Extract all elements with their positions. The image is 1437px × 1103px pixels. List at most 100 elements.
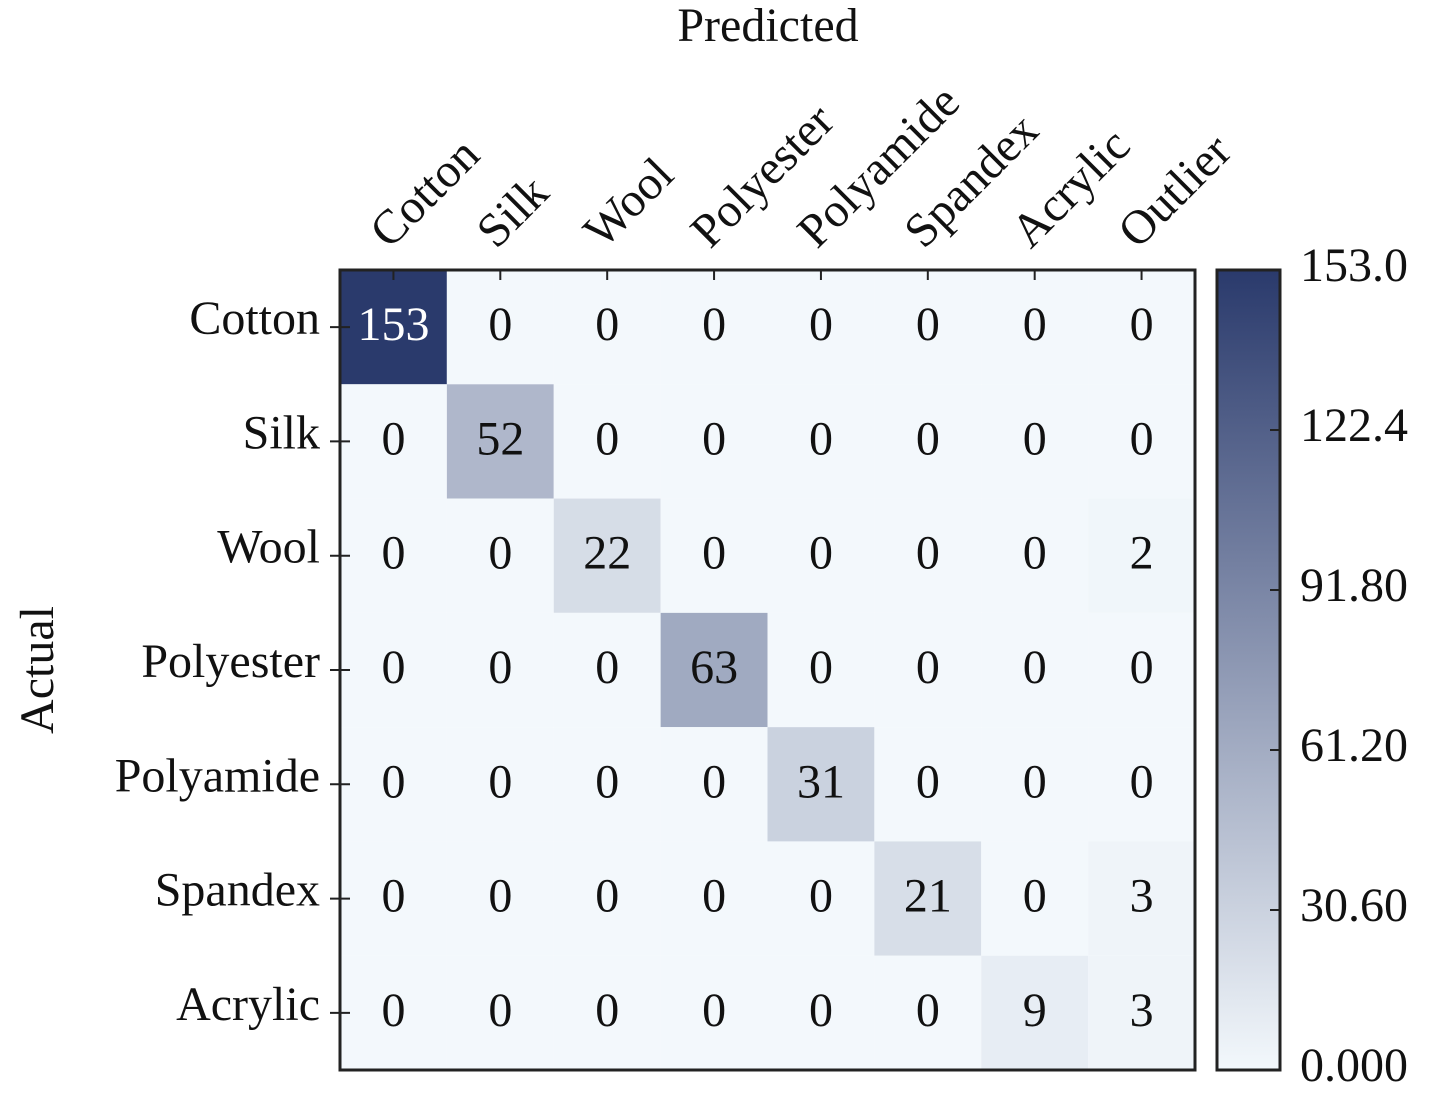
cell-label: 0	[1023, 641, 1047, 694]
heatmap-cell	[660, 498, 768, 613]
cell-label: 0	[381, 755, 405, 808]
cell-label: 0	[916, 412, 940, 465]
y-tick-label: Polyamide	[115, 749, 320, 802]
cell-label: 0	[1130, 641, 1154, 694]
cell-label: 0	[381, 870, 405, 923]
cell-label: 0	[1023, 412, 1047, 465]
heatmap-cell	[340, 270, 447, 385]
heatmap-cell	[981, 955, 1089, 1070]
cell-label: 3	[1130, 984, 1154, 1037]
heatmap-cell	[340, 841, 447, 956]
cell-label: 0	[488, 641, 512, 694]
heatmap-cell	[446, 955, 554, 1070]
heatmap-cell	[767, 612, 875, 728]
cell-label: 0	[488, 298, 512, 351]
cell-label: 0	[809, 298, 833, 351]
cell-label: 0	[595, 412, 619, 465]
cell-label: 0	[1023, 298, 1047, 351]
cell-label: 0	[702, 412, 726, 465]
heatmap-cell	[553, 270, 661, 385]
cell-label: 0	[488, 755, 512, 808]
cell-label: 0	[916, 755, 940, 808]
cell-label: 0	[809, 984, 833, 1037]
heatmap-cell	[767, 727, 875, 842]
cell-label: 21	[904, 870, 952, 923]
cell-label: 0	[595, 641, 619, 694]
cell-label: 0	[702, 870, 726, 923]
heatmap-cell	[1088, 841, 1195, 956]
cell-label: 0	[702, 984, 726, 1037]
heatmap-cell	[553, 498, 661, 613]
heatmap-cell	[874, 270, 982, 385]
colorbar-tick-label: 122.4	[1300, 399, 1408, 452]
cell-label: 0	[916, 984, 940, 1037]
heatmap-cell	[874, 498, 982, 613]
heatmap-cell	[1088, 498, 1195, 613]
cell-label: 0	[916, 298, 940, 351]
heatmap-cell	[553, 841, 661, 956]
heatmap-cell	[340, 612, 447, 728]
heatmap-cell	[874, 612, 982, 728]
heatmap-cell	[767, 841, 875, 956]
cell-label: 0	[381, 641, 405, 694]
cell-label: 9	[1023, 984, 1047, 1037]
cell-label: 0	[1023, 870, 1047, 923]
heatmap-cell	[446, 841, 554, 956]
cell-label: 0	[488, 984, 512, 1037]
heatmap-cell	[981, 384, 1089, 499]
chart-title: Predicted	[677, 0, 858, 52]
cell-label: 0	[595, 870, 619, 923]
y-tick-label: Silk	[243, 406, 320, 459]
heatmap-cell	[1088, 384, 1195, 499]
heatmap-cell	[660, 384, 768, 499]
cell-label: 0	[702, 755, 726, 808]
heatmap-cell	[340, 955, 447, 1070]
heatmap-cell	[874, 384, 982, 499]
y-tick-label: Cotton	[189, 292, 320, 345]
cell-label: 0	[809, 641, 833, 694]
y-tick-label: Acrylic	[176, 978, 320, 1031]
colorbar-tick-label: 153.0	[1300, 239, 1408, 292]
cell-label: 52	[476, 412, 524, 465]
heatmap-cell	[340, 727, 447, 842]
colorbar-tick-label: 30.60	[1300, 879, 1408, 932]
cell-label: 63	[690, 641, 738, 694]
heatmap-cell	[446, 384, 554, 499]
heatmap-cell	[553, 955, 661, 1070]
cell-label: 0	[1130, 298, 1154, 351]
colorbar-tick-label: 61.20	[1300, 719, 1408, 772]
cell-label: 0	[809, 412, 833, 465]
colorbar-tick-label: 91.80	[1300, 559, 1408, 612]
cell-label: 0	[488, 527, 512, 580]
colorbar-tick-label: 0.000	[1300, 1039, 1408, 1092]
heatmap-cell	[767, 498, 875, 613]
cell-label: 0	[381, 527, 405, 580]
heatmap-cell	[981, 727, 1089, 842]
cell-label: 31	[797, 755, 845, 808]
cell-label: 22	[583, 527, 631, 580]
cell-label: 0	[916, 641, 940, 694]
heatmap-cell	[446, 612, 554, 728]
heatmap-cell	[660, 955, 768, 1070]
cell-label: 0	[809, 527, 833, 580]
y-axis-label: Actual	[11, 606, 64, 734]
heatmap-cell	[1088, 612, 1195, 728]
heatmap-cell	[981, 612, 1089, 728]
heatmap-cell	[874, 955, 982, 1070]
heatmap-cell	[340, 498, 447, 613]
heatmap-cell	[767, 955, 875, 1070]
x-tick-label: Wool	[573, 148, 683, 258]
heatmap-cell	[874, 841, 982, 956]
heatmap-cell	[340, 384, 447, 499]
heatmap-cell	[1088, 727, 1195, 842]
heatmap-cell	[767, 270, 875, 385]
heatmap-cell	[446, 727, 554, 842]
heatmap-cell	[1088, 270, 1195, 385]
y-tick-label: Wool	[217, 521, 320, 574]
heatmap-cell	[874, 727, 982, 842]
cell-label: 0	[488, 870, 512, 923]
colorbar	[1215, 268, 1282, 1072]
heatmap-cell	[767, 384, 875, 499]
cell-label: 0	[916, 527, 940, 580]
cell-label: 2	[1130, 527, 1154, 580]
